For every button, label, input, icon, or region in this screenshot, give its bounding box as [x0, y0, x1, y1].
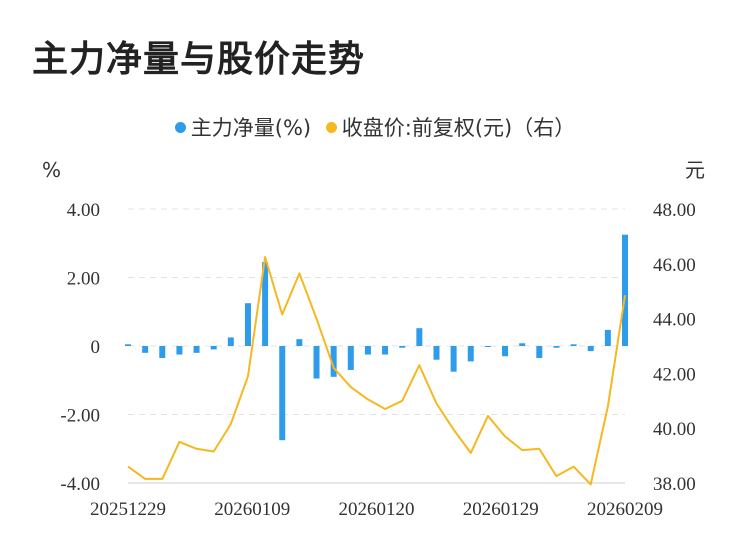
legend: 主力净量(%) 收盘价:前复权(元)（右）	[0, 112, 750, 142]
bar	[450, 346, 457, 372]
x-tick-label: 20251229	[90, 499, 166, 520]
left-tick-label: -4.00	[60, 474, 100, 495]
bar	[622, 234, 628, 346]
x-tick-label: 20260109	[214, 499, 290, 520]
legend-item-net-flow[interactable]: 主力净量(%)	[174, 112, 312, 142]
left-tick-label: -2.00	[60, 406, 100, 427]
right-tick-label: 40.00	[653, 419, 696, 440]
right-tick-label: 44.00	[653, 310, 696, 331]
bar	[296, 339, 303, 346]
bar	[330, 346, 337, 377]
bar	[519, 343, 526, 346]
bar	[313, 346, 320, 379]
bar	[142, 346, 149, 353]
left-tick-label: 0	[91, 337, 101, 358]
bar	[553, 346, 560, 348]
right-tick-label: 42.00	[653, 364, 696, 385]
bar	[227, 337, 234, 346]
bar	[159, 346, 166, 358]
right-tick-label: 46.00	[653, 255, 696, 276]
legend-label-close-price: 收盘价:前复权(元)（右）	[341, 116, 576, 140]
right-tick-label: 48.00	[653, 200, 696, 221]
bar	[382, 346, 389, 355]
bar	[604, 329, 611, 346]
x-tick-label: 20260129	[463, 499, 539, 520]
legend-dot-close-price	[325, 122, 337, 133]
bar	[467, 346, 474, 362]
bar	[484, 346, 491, 347]
bar	[125, 344, 131, 346]
right-tick-label: 38.00	[653, 474, 696, 495]
legend-dot-net-flow	[174, 122, 186, 133]
right-axis-unit: 元	[685, 158, 705, 182]
chart-title: 主力净量与股价走势	[32, 39, 366, 80]
legend-item-close-price[interactable]: 收盘价:前复权(元)（右）	[325, 112, 576, 142]
bar	[570, 344, 577, 346]
bar	[502, 346, 509, 357]
bar	[210, 346, 217, 350]
left-tick-label: 2.00	[67, 269, 100, 290]
bar	[536, 346, 543, 358]
x-tick-label: 20260209	[587, 499, 663, 520]
bar	[399, 346, 406, 348]
bar	[244, 303, 251, 346]
bar	[279, 346, 286, 441]
bar	[433, 346, 440, 360]
bar	[176, 346, 183, 355]
left-axis-unit: %	[42, 158, 61, 182]
bar	[364, 346, 371, 355]
bar	[262, 262, 269, 346]
legend-label-net-flow: 主力净量(%)	[190, 116, 312, 140]
left-tick-label: 4.00	[67, 200, 100, 221]
bar	[193, 346, 200, 353]
close-price-line	[127, 256, 626, 486]
bar	[347, 346, 354, 370]
bar	[587, 346, 594, 352]
bar	[416, 328, 423, 346]
x-tick-label: 20260120	[339, 499, 415, 520]
